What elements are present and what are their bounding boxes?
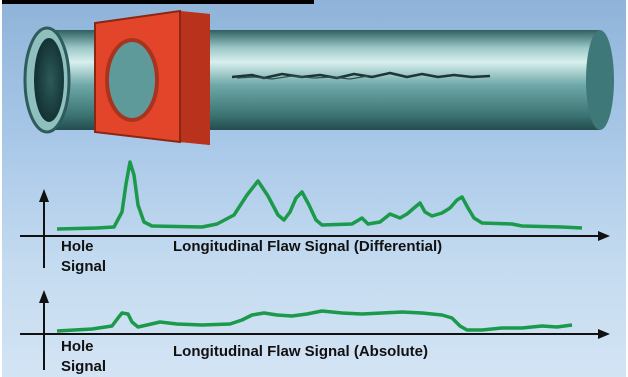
- longitudinal-flaw-shadow: [236, 75, 369, 80]
- absolute-signal-label: Longitudinal Flaw Signal (Absolute): [173, 343, 428, 360]
- pipe-bore: [34, 38, 64, 122]
- differential-signal-label: Longitudinal Flaw Signal (Differential): [173, 238, 443, 255]
- pipe-far-end: [586, 30, 614, 130]
- hole-signal-line-2: Signal: [61, 358, 107, 375]
- differential-signal-trace: [56, 160, 583, 231]
- probe: [94, 9, 210, 145]
- y-axis-arrow-absolute: [39, 290, 49, 303]
- hole-signal-line-1: Hole: [61, 238, 94, 255]
- x-axis-arrow-absolute: [598, 329, 610, 339]
- y-axis-arrow-differential: [39, 189, 49, 202]
- absolute-signal-trace: [56, 309, 573, 333]
- hole-signal-line-2: Signal: [61, 258, 107, 275]
- hole-signal-label-differential: Hole Signal: [61, 238, 106, 275]
- hole-signal-label-absolute: Hole Signal: [61, 338, 106, 375]
- x-axis-arrow-differential: [598, 231, 610, 241]
- differential-axes: [20, 189, 610, 268]
- absolute-axes: [20, 290, 610, 370]
- hole-signal-line-1: Hole: [61, 338, 94, 355]
- longitudinal-flaw: [231, 71, 491, 80]
- top-black-bar: [2, 0, 314, 4]
